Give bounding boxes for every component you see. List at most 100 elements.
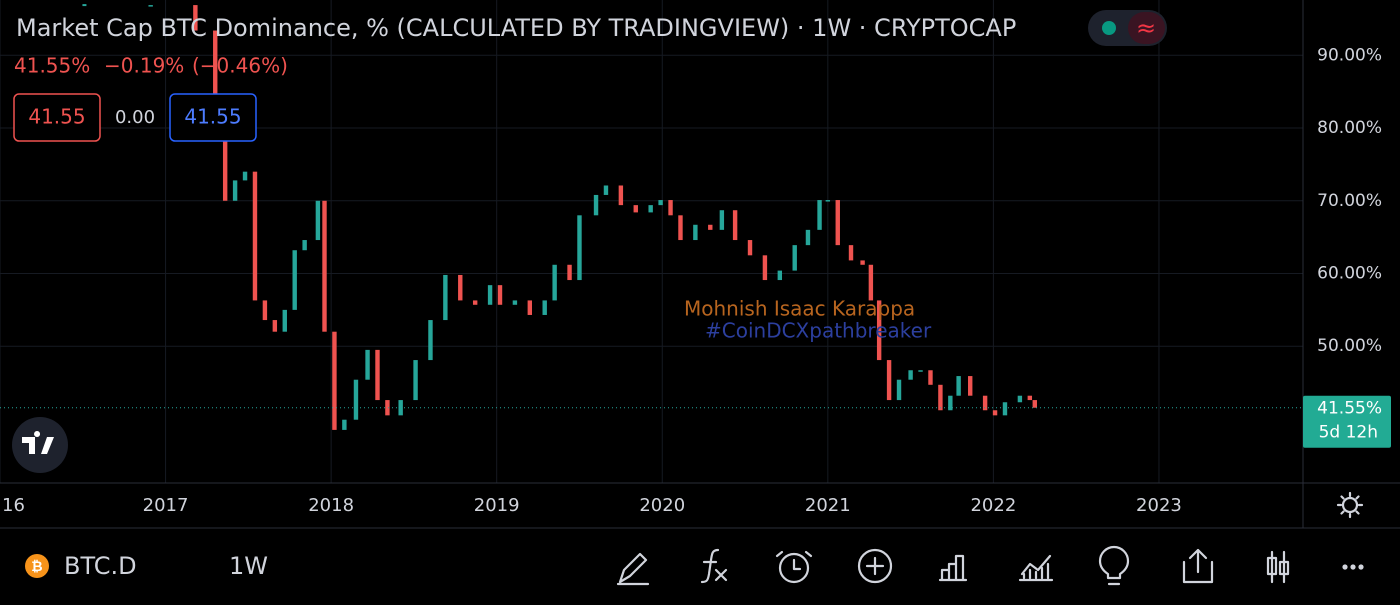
candle-body — [992, 410, 998, 416]
indicator-icon[interactable] — [700, 548, 728, 584]
candle-body — [876, 300, 882, 361]
chart-type-icon[interactable] — [938, 554, 968, 582]
last-price-label: 41.55% — [1317, 399, 1382, 419]
candle-body — [593, 194, 599, 216]
candle-body — [668, 200, 673, 216]
candle-body — [658, 200, 663, 206]
y-tick-label: 80.00% — [1317, 118, 1382, 138]
candle-body — [938, 384, 943, 411]
x-tick-label: 2017 — [143, 495, 189, 516]
candle-body — [860, 260, 865, 265]
watermark: Mohnish Isaac Karappa — [684, 297, 915, 321]
compare-icon[interactable] — [1018, 554, 1054, 582]
candle-body — [982, 395, 988, 411]
candle-body — [817, 200, 822, 230]
candle-body — [805, 229, 811, 246]
candle-body — [928, 370, 933, 385]
x-tick-label: 2018 — [308, 495, 354, 516]
x-tick-label: 2021 — [805, 495, 851, 516]
candle-body — [1002, 402, 1008, 416]
candle-body — [302, 240, 307, 251]
candle-body — [428, 320, 433, 361]
candle-body — [292, 250, 297, 310]
candle-body — [603, 185, 609, 195]
candle-body — [232, 180, 238, 201]
candle-body — [252, 171, 258, 301]
candle-body — [968, 376, 973, 396]
countdown: 5d 12h — [1319, 423, 1378, 443]
add-icon[interactable] — [857, 548, 893, 584]
candle-body — [353, 379, 359, 420]
settings-icon[interactable] — [1336, 491, 1364, 519]
candle-body — [618, 185, 624, 206]
interval[interactable]: 1W — [229, 552, 268, 580]
candle-body — [918, 370, 923, 372]
spread: 0.00 — [115, 107, 155, 128]
candle-body — [497, 285, 503, 305]
candle-body — [487, 285, 493, 305]
x-tick-label: 2023 — [1136, 495, 1182, 516]
change: −0.19% — [104, 54, 184, 78]
alert-icon[interactable] — [775, 550, 813, 584]
change-pct: (−0.46%) — [192, 54, 288, 78]
candle-body — [886, 360, 892, 401]
candle-body — [552, 264, 557, 301]
candle-body — [678, 215, 683, 241]
chart-title: Market Cap BTC Dominance, % (CALCULATED … — [16, 14, 1016, 42]
tv-logo[interactable] — [12, 417, 68, 473]
candle-body — [747, 240, 753, 256]
candle-body — [577, 215, 582, 281]
candle-body — [825, 200, 831, 202]
candle-body — [385, 400, 390, 416]
badge-alert — [1128, 12, 1165, 44]
more-icon[interactable] — [1342, 564, 1364, 570]
draw-icon[interactable] — [616, 552, 650, 586]
tv-logo-mark — [22, 431, 54, 454]
candle-body — [777, 270, 783, 281]
candle-body — [342, 419, 347, 430]
candle-body — [315, 200, 321, 241]
sell-button[interactable] — [13, 93, 101, 142]
candle-body — [512, 300, 518, 305]
candle-body — [272, 320, 278, 332]
candle-body — [792, 245, 797, 271]
y-tick-label: 70.00% — [1317, 191, 1382, 211]
status-dot — [1102, 21, 1116, 35]
candle-body — [472, 300, 478, 305]
sell-price: 41.55 — [28, 105, 85, 129]
candle-body — [1017, 395, 1023, 403]
candle-body — [719, 210, 725, 230]
candle-body — [282, 309, 287, 332]
last-value: 41.55% — [14, 54, 90, 78]
candle-body — [322, 200, 327, 332]
candle-body — [633, 205, 638, 213]
candle-body — [365, 349, 370, 380]
buy-button[interactable] — [169, 93, 257, 142]
candle-body — [332, 331, 337, 430]
candle-body — [835, 200, 840, 246]
y-tick-label: 50.00% — [1317, 336, 1382, 356]
symbol[interactable]: BTC.D — [64, 552, 137, 580]
candle-body — [262, 300, 268, 321]
badge-icon: ≈ — [1136, 14, 1156, 42]
candle-body — [375, 349, 380, 401]
x-tick-label: 2020 — [639, 495, 685, 516]
x-tick-label: 2022 — [970, 495, 1016, 516]
symbol-icon-glyph: ₿ — [31, 559, 42, 575]
candle-body — [148, 5, 153, 7]
candle-body — [413, 360, 418, 401]
x-tick-label: 16 — [2, 495, 25, 516]
candle-body — [908, 370, 913, 380]
buy-price: 41.55 — [184, 105, 241, 129]
candle-body — [193, 5, 198, 31]
candle-body — [1027, 395, 1033, 401]
candle-body — [222, 100, 228, 201]
share-icon[interactable] — [1182, 548, 1214, 584]
candle-body — [896, 379, 902, 401]
ideas-icon[interactable] — [1098, 545, 1130, 586]
y-tick-label: 90.00% — [1317, 45, 1382, 65]
y-tick-label: 60.00% — [1317, 264, 1382, 284]
candles-icon[interactable] — [1266, 550, 1290, 584]
candle-body — [567, 264, 572, 281]
last-price-box — [1303, 395, 1391, 448]
